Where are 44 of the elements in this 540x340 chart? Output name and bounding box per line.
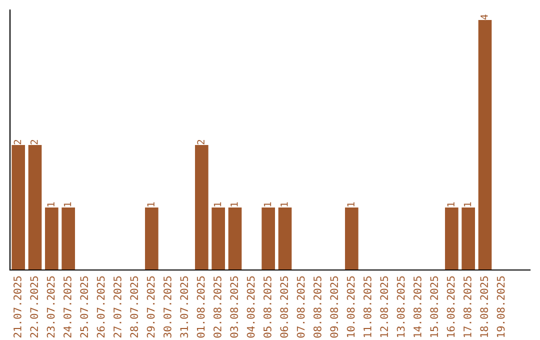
data-label: 4 [480,14,488,20]
data-label: 1 [47,202,54,206]
x-tick-label: 31.07.2025 [180,276,188,338]
x-tick-label: 23.07.2025 [46,276,55,338]
x-tick-label: 27.07.2025 [114,276,122,338]
x-tick-label: 10.08.2025 [346,276,355,338]
x-tick-label: 25.07.2025 [80,276,88,338]
x-tick-label: 13.08.2025 [396,276,405,338]
x-tick-label: 18.08.2025 [480,276,488,338]
x-tick-label: 06.08.2025 [280,276,288,338]
x-tick-label: 16.08.2025 [446,276,455,338]
x-tick-label: 11.08.2025 [364,276,372,338]
x-tick-label: 12.08.2025 [380,276,388,338]
data-label: 2 [30,140,38,144]
x-tick-label: 22.07.2025 [30,276,38,338]
data-label: 2 [14,140,22,144]
data-label: 1 [447,202,454,206]
x-tick-label: 07.08.2025 [296,276,305,338]
data-label: 1 [347,202,354,206]
data-label: 1 [280,202,288,206]
data-label: 1 [464,202,472,206]
data-label: 2 [197,140,204,144]
x-tick-label: 17.08.2025 [464,276,472,338]
x-tick-label: 09.08.2025 [330,276,338,338]
x-tick-label: 02.08.2025 [214,276,222,338]
x-tick-label: 14.08.2025 [414,276,422,338]
x-tick-label: 29.07.2025 [146,276,155,338]
x-tick-label: 21.07.2025 [14,276,22,338]
x-tick-label: 05.08.2025 [264,276,272,338]
x-tick-label: 28.07.2025 [130,276,138,338]
data-label: 1 [214,202,222,206]
x-tick-label: 15.08.2025 [430,276,438,338]
x-tick-label: 08.08.2025 [314,276,322,338]
x-tick-label: 01.08.2025 [196,276,205,338]
x-tick-label: 04.08.2025 [246,276,255,338]
data-label: 1 [64,202,72,206]
x-tick-label: 03.08.2025 [230,276,238,338]
x-tick-label: 19.08.2025 [496,276,505,338]
x-tick-label: 24.07.2025 [64,276,72,338]
data-label: 1 [147,202,154,206]
data-label: 1 [230,202,238,206]
data-label: 1 [264,202,272,206]
x-tick-label: 26.07.2025 [96,276,105,338]
x-tick-label: 30.07.2025 [164,276,172,338]
